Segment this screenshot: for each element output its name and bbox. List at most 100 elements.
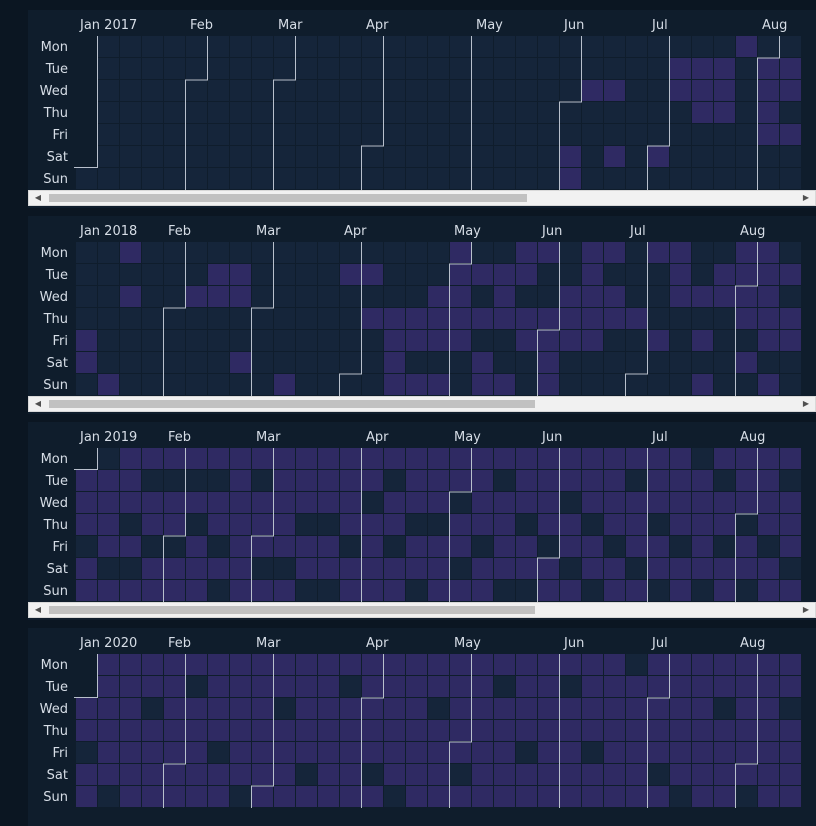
day-cell[interactable] (208, 102, 229, 123)
day-cell[interactable] (142, 242, 163, 263)
day-cell[interactable] (428, 676, 449, 697)
day-cell[interactable] (76, 352, 97, 373)
day-cell[interactable] (472, 58, 493, 79)
day-cell[interactable] (384, 580, 405, 601)
day-cell[interactable] (340, 448, 361, 469)
day-cell[interactable] (384, 470, 405, 491)
day-cell[interactable] (98, 168, 119, 189)
day-cell[interactable] (780, 698, 801, 719)
day-cell[interactable] (406, 330, 427, 351)
day-cell[interactable] (384, 80, 405, 101)
day-cell[interactable] (164, 676, 185, 697)
day-cell[interactable] (340, 492, 361, 513)
day-cell[interactable] (318, 536, 339, 557)
day-cell[interactable] (164, 286, 185, 307)
day-cell[interactable] (604, 80, 625, 101)
day-cell[interactable] (538, 58, 559, 79)
day-cell[interactable] (230, 80, 251, 101)
day-cell[interactable] (582, 242, 603, 263)
day-cell[interactable] (384, 286, 405, 307)
day-cell[interactable] (626, 448, 647, 469)
day-cell[interactable] (714, 580, 735, 601)
day-cell[interactable] (494, 514, 515, 535)
day-cell[interactable] (318, 698, 339, 719)
day-cell[interactable] (538, 558, 559, 579)
day-cell[interactable] (230, 580, 251, 601)
day-cell[interactable] (450, 492, 471, 513)
day-cell[interactable] (186, 58, 207, 79)
day-cell[interactable] (516, 286, 537, 307)
day-cell[interactable] (560, 374, 581, 395)
day-cell[interactable] (76, 330, 97, 351)
day-cell[interactable] (758, 330, 779, 351)
day-cell[interactable] (384, 146, 405, 167)
day-cell[interactable] (450, 786, 471, 807)
day-cell[interactable] (714, 374, 735, 395)
day-cell[interactable] (252, 654, 273, 675)
day-cell[interactable] (714, 676, 735, 697)
day-cell[interactable] (736, 330, 757, 351)
day-cell[interactable] (450, 286, 471, 307)
day-cell[interactable] (560, 80, 581, 101)
day-cell[interactable] (670, 330, 691, 351)
day-cell[interactable] (164, 330, 185, 351)
day-cell[interactable] (626, 242, 647, 263)
day-cell[interactable] (406, 580, 427, 601)
day-cell[interactable] (582, 448, 603, 469)
day-cell[interactable] (428, 168, 449, 189)
day-cell[interactable] (472, 492, 493, 513)
day-cell[interactable] (736, 80, 757, 101)
day-cell[interactable] (252, 124, 273, 145)
day-cell[interactable] (164, 720, 185, 741)
day-cell[interactable] (142, 124, 163, 145)
day-cell[interactable] (406, 448, 427, 469)
day-cell[interactable] (274, 558, 295, 579)
day-cell[interactable] (758, 168, 779, 189)
day-cell[interactable] (472, 764, 493, 785)
day-cell[interactable] (340, 720, 361, 741)
day-cell[interactable] (670, 470, 691, 491)
day-cell[interactable] (428, 492, 449, 513)
day-cell[interactable] (714, 514, 735, 535)
day-cell[interactable] (120, 492, 141, 513)
day-cell[interactable] (450, 36, 471, 57)
day-cell[interactable] (98, 654, 119, 675)
day-cell[interactable] (186, 698, 207, 719)
day-cell[interactable] (340, 330, 361, 351)
day-cell[interactable] (230, 448, 251, 469)
day-cell[interactable] (340, 124, 361, 145)
day-cell[interactable] (362, 558, 383, 579)
scroll-right-icon[interactable]: ▶ (802, 605, 810, 614)
day-cell[interactable] (296, 308, 317, 329)
day-cell[interactable] (648, 58, 669, 79)
day-cell[interactable] (780, 264, 801, 285)
day-cell[interactable] (538, 742, 559, 763)
day-cell[interactable] (736, 308, 757, 329)
day-cell[interactable] (274, 742, 295, 763)
day-cell[interactable] (516, 330, 537, 351)
day-cell[interactable] (494, 36, 515, 57)
day-cell[interactable] (692, 374, 713, 395)
day-cell[interactable] (362, 308, 383, 329)
day-cell[interactable] (604, 720, 625, 741)
day-cell[interactable] (252, 58, 273, 79)
day-cell[interactable] (428, 786, 449, 807)
day-cell[interactable] (714, 146, 735, 167)
day-cell[interactable] (428, 264, 449, 285)
day-cell[interactable] (120, 558, 141, 579)
horizontal-scrollbar[interactable]: ◀ ▶ (28, 396, 816, 412)
day-cell[interactable] (648, 374, 669, 395)
day-cell[interactable] (76, 264, 97, 285)
day-cell[interactable] (648, 470, 669, 491)
scroll-thumb[interactable] (49, 400, 535, 408)
day-cell[interactable] (252, 80, 273, 101)
day-cell[interactable] (604, 492, 625, 513)
day-cell[interactable] (274, 146, 295, 167)
day-cell[interactable] (208, 36, 229, 57)
day-cell[interactable] (714, 558, 735, 579)
day-cell[interactable] (186, 36, 207, 57)
day-cell[interactable] (648, 168, 669, 189)
day-cell[interactable] (318, 264, 339, 285)
day-cell[interactable] (120, 470, 141, 491)
day-cell[interactable] (736, 124, 757, 145)
